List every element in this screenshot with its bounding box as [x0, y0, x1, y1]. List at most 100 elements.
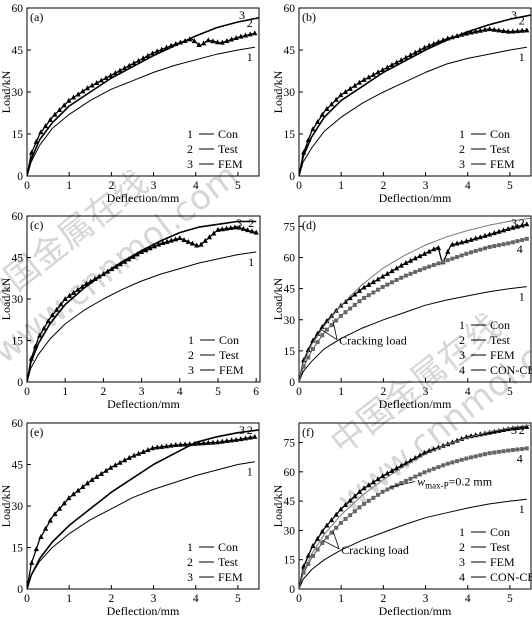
- chart-panel-1: 0 1 2 3 4 5015304560Deflection/mmLoad/kN(a)12…: [0, 3, 260, 205]
- series-point-con-cb3: [334, 318, 339, 323]
- series-point-test: [449, 241, 456, 247]
- series-point-con-cb3: [329, 323, 334, 328]
- curve-label-1: 1: [519, 502, 525, 516]
- series-point-test: [33, 546, 39, 552]
- x-tick-label: 4: [465, 386, 471, 398]
- series-point-test: [198, 241, 204, 247]
- series-point-test: [140, 448, 146, 454]
- series-point-test: [131, 60, 137, 66]
- series-point-con-cb3: [515, 239, 520, 244]
- series-point-test: [228, 437, 235, 443]
- y-tick-label: 30: [12, 294, 24, 306]
- series-point-con-cb3: [431, 466, 436, 471]
- series-point-test: [126, 62, 132, 68]
- y-tick-label: 45: [12, 45, 24, 57]
- series-point-test: [426, 248, 432, 254]
- series-point-con-cb3: [334, 525, 339, 530]
- series-point-test: [211, 230, 217, 236]
- series-point-test: [75, 286, 81, 292]
- annotation-cracking-load: Cracking load: [341, 543, 409, 557]
- series-point-test: [56, 107, 63, 112]
- series-point-test: [342, 88, 349, 94]
- x-tick-label: 3: [423, 180, 429, 192]
- series-point-test: [228, 36, 235, 42]
- curve-label-4: 4: [517, 451, 523, 465]
- series-point-test: [223, 225, 230, 231]
- series-point-con-cb3: [357, 299, 362, 304]
- y-tick-label: 60: [12, 211, 24, 223]
- series-point-test: [380, 473, 386, 479]
- series-point-test: [398, 57, 404, 63]
- series-point-test: [403, 260, 409, 266]
- curve-label-2: 2: [247, 16, 253, 30]
- series-point-test: [151, 243, 157, 249]
- series-point-test: [122, 65, 128, 71]
- series-point-test: [519, 424, 525, 430]
- series-point-con-cb3: [403, 273, 408, 278]
- y-tick-label: 0: [289, 171, 295, 183]
- series-point-test: [245, 227, 251, 233]
- x-tick-label: 1: [338, 593, 344, 605]
- series-point-con-cb3: [464, 456, 469, 461]
- series-point-test: [224, 438, 230, 444]
- legend-label: Con: [218, 127, 238, 141]
- series-point-con-cb3: [510, 240, 515, 245]
- series-point-test: [210, 439, 216, 445]
- series-point-con-cb3: [436, 261, 441, 266]
- series-point-test: [49, 312, 56, 318]
- series-point-test: [491, 230, 497, 236]
- legend-number: 1: [188, 333, 194, 347]
- legend-number: 4: [459, 363, 465, 377]
- series-point-con-cb3: [338, 520, 343, 525]
- series-point-test: [524, 221, 530, 227]
- series-line-con: [27, 461, 255, 589]
- legend-number: 2: [187, 142, 193, 156]
- y-axis-label: Load/kN: [271, 70, 285, 113]
- series-point-test: [310, 542, 316, 548]
- legend-label: CON-CB3: [490, 570, 532, 584]
- series-point-test: [352, 493, 358, 499]
- curve-label-3: 3: [511, 8, 517, 22]
- series-point-con-cb3: [487, 244, 492, 249]
- x-axis-label: Deflection/mm: [379, 397, 452, 411]
- series-point-test: [421, 250, 428, 256]
- series-group: [27, 220, 259, 382]
- series-point-test: [84, 480, 91, 486]
- series-point-test: [356, 489, 363, 495]
- series-point-test: [352, 82, 358, 88]
- legend-entry: 3 FEM: [187, 157, 243, 171]
- series-point-test: [510, 224, 516, 230]
- series-point-test: [252, 433, 258, 439]
- series-point-test: [468, 236, 474, 242]
- series-point-test: [47, 517, 53, 523]
- series-point-test: [236, 224, 242, 230]
- annotation-w: w: [417, 474, 425, 488]
- series-point-test: [94, 79, 100, 85]
- x-tick-label: 1: [62, 386, 68, 398]
- series-line-con: [27, 251, 257, 382]
- series-point-con-cb3: [441, 259, 446, 264]
- legend-entry: 3 FEM: [187, 570, 243, 584]
- series-point-test: [510, 425, 516, 431]
- legend-entry: 4 CON-CB3: [459, 363, 532, 377]
- series-point-test: [324, 106, 330, 112]
- series-point-test: [135, 450, 142, 456]
- series-point-con-cb3: [324, 535, 329, 540]
- series-point-test: [84, 85, 91, 91]
- series-point-con-cb3: [492, 450, 497, 455]
- series-point-test: [305, 347, 311, 353]
- series-point-test: [79, 283, 85, 289]
- x-tick-label: 3: [423, 386, 429, 398]
- chart-panel-6: 0 1 2 3 4 501530456075Deflection/mmLoad/kN(f)…: [271, 422, 532, 617]
- x-tick-label: 3: [423, 593, 429, 605]
- series-point-con-cb3: [417, 472, 422, 477]
- curve-label-2: 2: [519, 216, 525, 230]
- series-point-test: [196, 42, 202, 48]
- legend-entry: 1 Con: [187, 540, 238, 554]
- series-point-test: [145, 52, 151, 58]
- y-tick-label: 60: [12, 3, 24, 15]
- series-point-con-cb3: [362, 501, 367, 506]
- series-group: [299, 14, 531, 176]
- series-point-test: [249, 228, 255, 234]
- series-point-test: [117, 67, 123, 73]
